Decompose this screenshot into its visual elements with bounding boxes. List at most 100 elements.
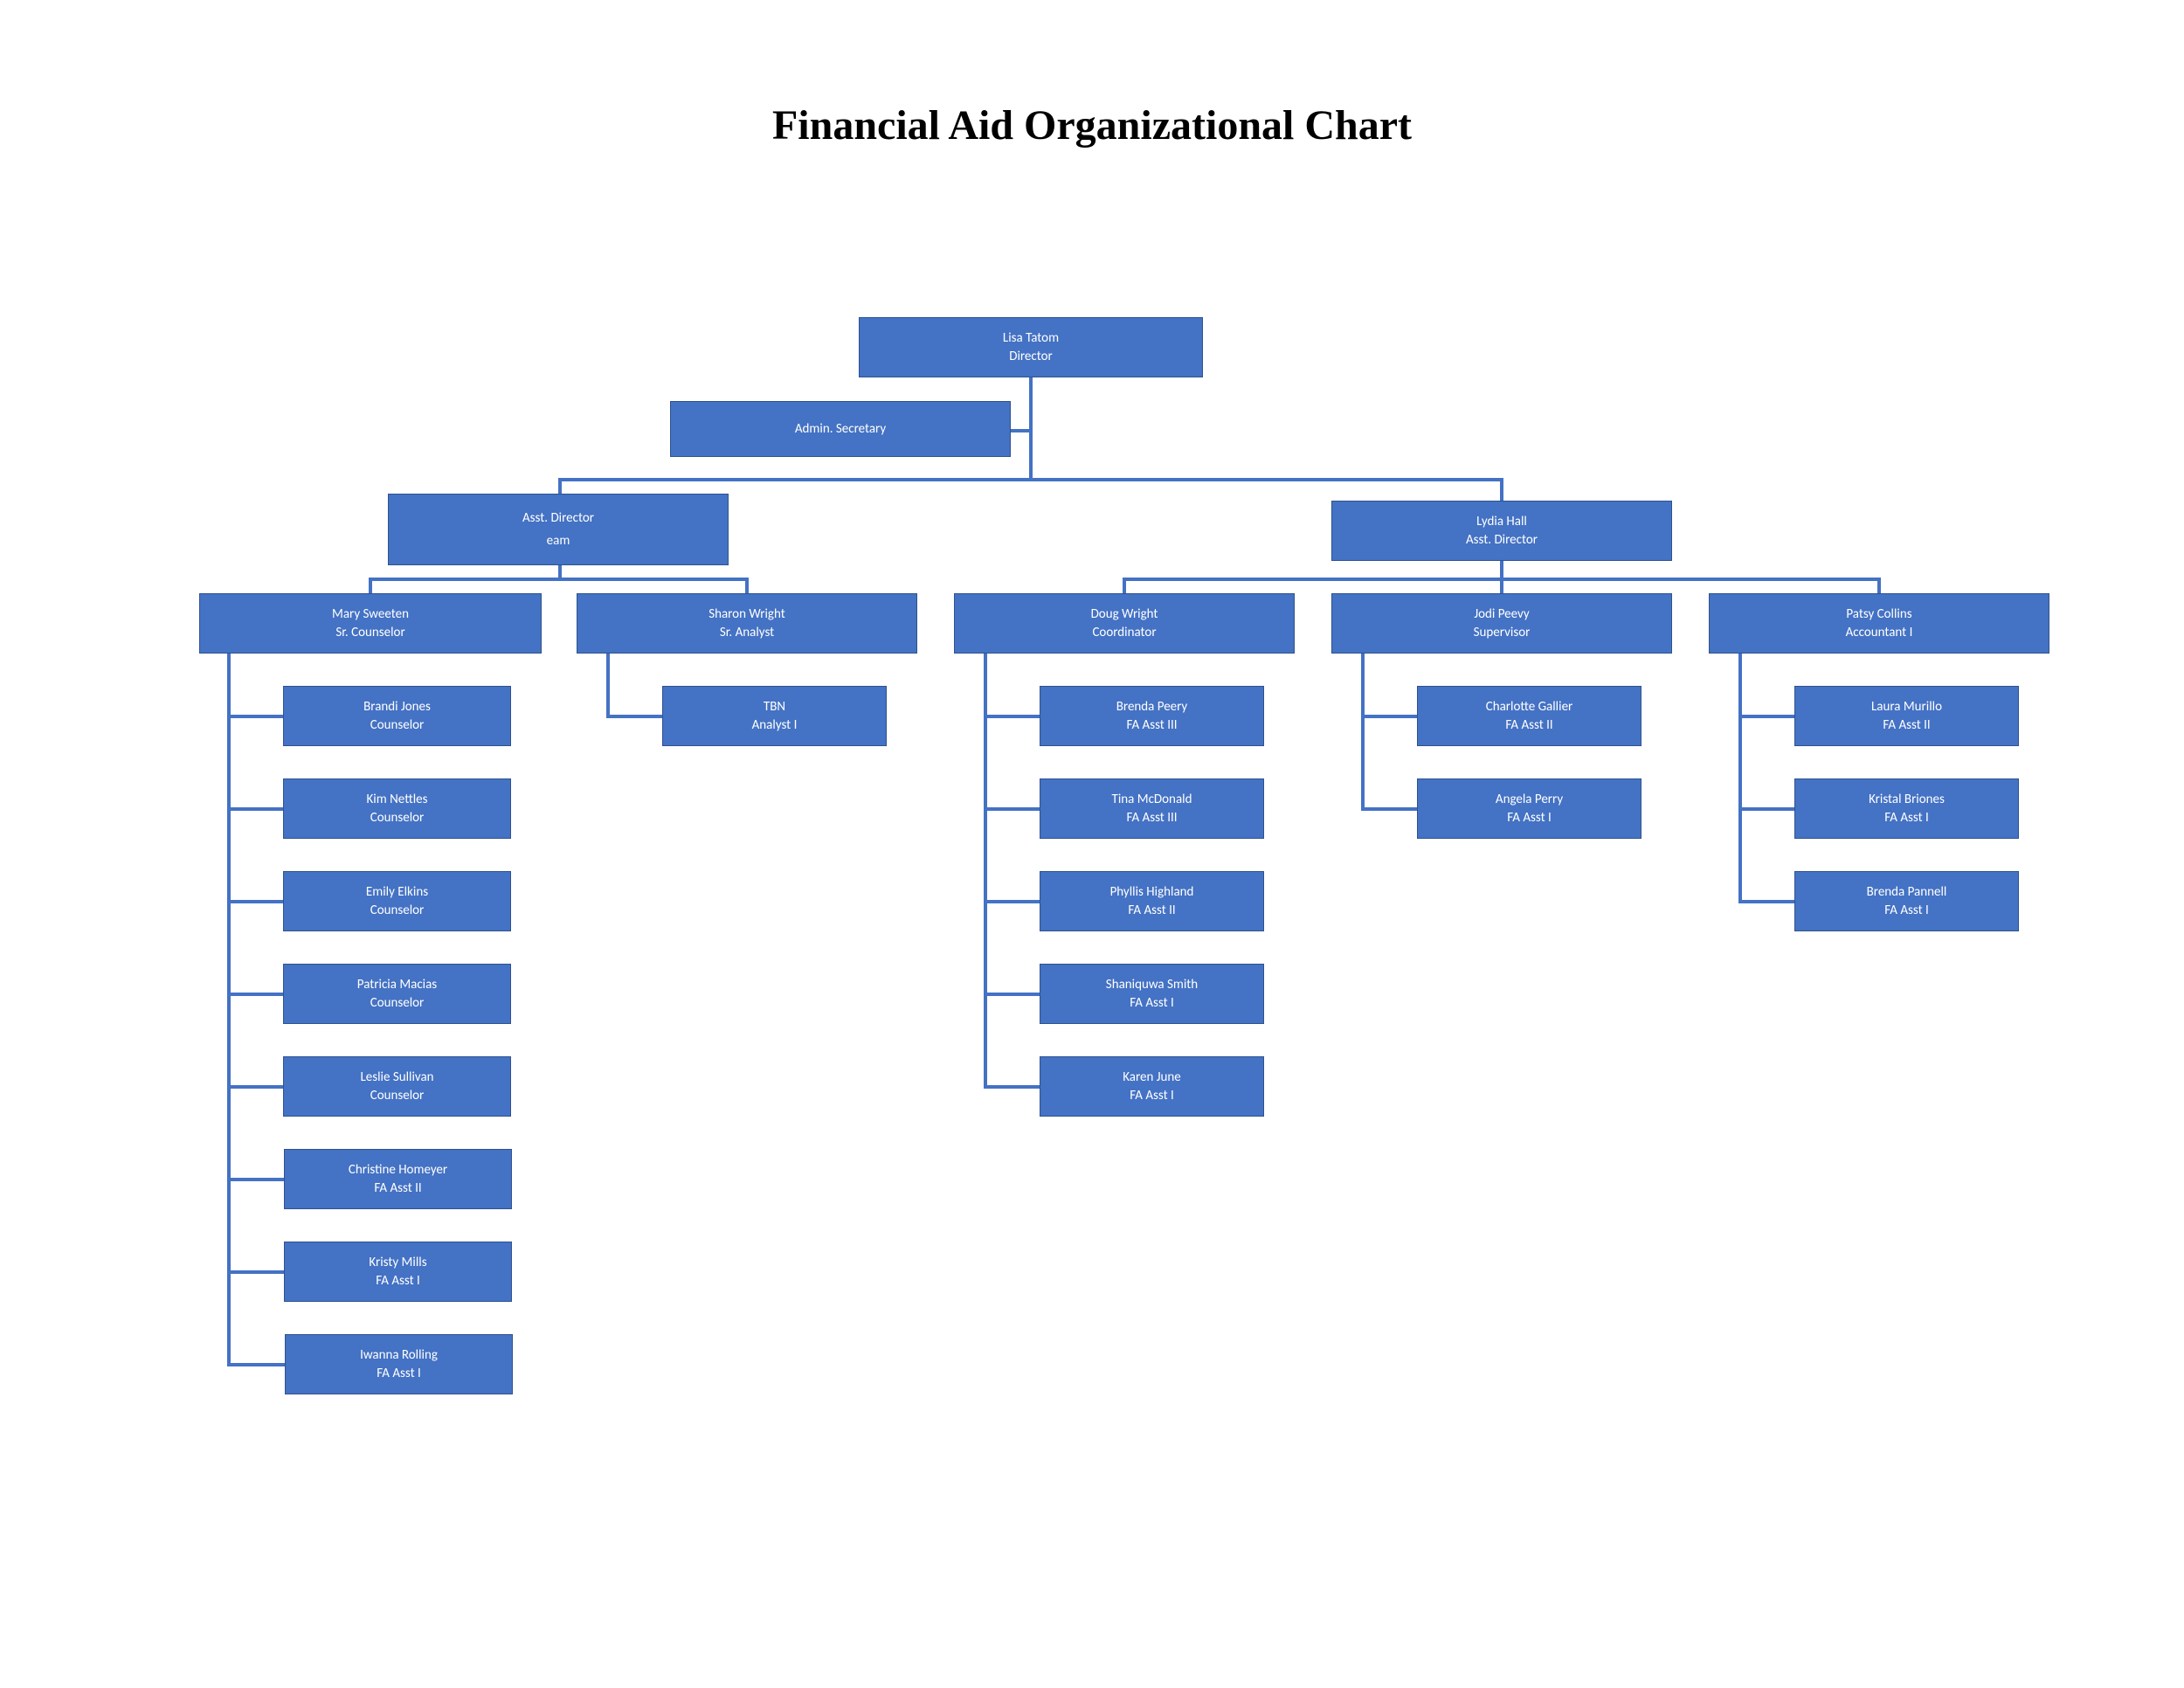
- org-node-name: Patricia Macias: [357, 976, 437, 993]
- connector: [984, 654, 987, 1089]
- org-node-asst_dir_r: Lydia HallAsst. Director: [1331, 501, 1672, 561]
- org-node-role: Accountant I: [1846, 624, 1913, 641]
- org-node-role-extra: eam: [547, 532, 570, 550]
- org-node-name: Doug Wright: [1091, 605, 1158, 623]
- org-node-role: FA Asst I: [1507, 809, 1552, 827]
- org-node-name: Karen June: [1123, 1069, 1181, 1086]
- org-node-asst_dir_l: Asst. Directoream: [388, 494, 729, 565]
- connector: [369, 578, 372, 593]
- org-node-briones: Kristal BrionesFA Asst I: [1794, 778, 2019, 839]
- connector: [1738, 807, 1794, 811]
- org-node-role: Supervisor: [1474, 624, 1531, 641]
- org-node-sweeten: Mary SweetenSr. Counselor: [199, 593, 542, 654]
- org-node-role: Asst. Director: [1466, 531, 1538, 549]
- org-node-role: FA Asst II: [374, 1180, 421, 1197]
- org-node-mcdonald: Tina McDonaldFA Asst III: [1040, 778, 1264, 839]
- org-node-role: Analyst I: [752, 716, 798, 734]
- org-node-name: Laura Murillo: [1871, 698, 1942, 716]
- org-node-highland: Phyllis HighlandFA Asst II: [1040, 871, 1264, 931]
- connector: [227, 1363, 285, 1366]
- connector: [1500, 561, 1503, 578]
- org-node-role: FA Asst I: [377, 1365, 421, 1382]
- org-node-name: Brenda Peery: [1116, 698, 1187, 716]
- org-node-role: Sr. Counselor: [335, 624, 404, 641]
- connector: [1361, 807, 1417, 811]
- org-node-role: FA Asst I: [1884, 809, 1929, 827]
- connector: [1029, 377, 1033, 478]
- org-node-role: Director: [1009, 348, 1053, 365]
- org-node-sullivan: Leslie SullivanCounselor: [283, 1056, 511, 1117]
- chart-title: Financial Aid Organizational Chart: [0, 101, 2184, 149]
- org-node-name: Kristal Briones: [1869, 791, 1945, 808]
- org-node-peery: Brenda PeeryFA Asst III: [1040, 686, 1264, 746]
- org-node-name: TBN: [764, 698, 785, 716]
- org-chart-canvas: Financial Aid Organizational Chart Lisa …: [0, 0, 2184, 1688]
- org-node-homeyer: Christine HomeyerFA Asst II: [284, 1149, 512, 1209]
- connector: [227, 1270, 284, 1274]
- org-node-role: FA Asst II: [1505, 716, 1552, 734]
- org-node-macias: Patricia MaciasCounselor: [283, 964, 511, 1024]
- connector: [984, 807, 1040, 811]
- org-node-role: Counselor: [370, 902, 425, 919]
- connector: [558, 478, 562, 494]
- org-node-mills: Kristy MillsFA Asst I: [284, 1242, 512, 1302]
- org-node-name: Charlotte Gallier: [1486, 698, 1573, 716]
- connector: [558, 565, 562, 578]
- connector: [745, 578, 749, 593]
- org-node-name: Lydia Hall: [1476, 513, 1527, 530]
- org-node-role: FA Asst III: [1126, 716, 1177, 734]
- org-node-name: Lisa Tatom: [1003, 329, 1059, 347]
- connector: [1361, 654, 1365, 811]
- org-node-name: Iwanna Rolling: [360, 1346, 438, 1364]
- connector: [1738, 715, 1794, 718]
- org-node-name: Christine Homeyer: [349, 1161, 447, 1179]
- org-node-name: Angela Perry: [1496, 791, 1563, 808]
- org-node-d_wright: Doug WrightCoordinator: [954, 593, 1295, 654]
- connector: [984, 715, 1040, 718]
- connector: [227, 993, 283, 996]
- org-node-june: Karen JuneFA Asst I: [1040, 1056, 1264, 1117]
- connector: [984, 1085, 1040, 1089]
- org-node-role: Admin. Secretary: [795, 420, 886, 438]
- connector: [1738, 900, 1794, 903]
- org-node-role: Counselor: [370, 994, 425, 1012]
- connector: [1738, 654, 1742, 903]
- connector: [984, 993, 1040, 996]
- org-node-admin_sec: Admin. Secretary: [670, 401, 1011, 457]
- connector: [227, 715, 283, 718]
- connector: [1361, 715, 1417, 718]
- org-node-name: Shaniquwa Smith: [1106, 976, 1198, 993]
- connector: [558, 478, 1502, 481]
- org-node-pannell: Brenda PannellFA Asst I: [1794, 871, 2019, 931]
- connector: [984, 900, 1040, 903]
- org-node-role: FA Asst I: [1130, 994, 1174, 1012]
- org-node-role: Counselor: [370, 716, 425, 734]
- org-node-name: Leslie Sullivan: [360, 1069, 433, 1086]
- org-node-name: Sharon Wright: [708, 605, 785, 623]
- org-node-perry: Angela PerryFA Asst I: [1417, 778, 1641, 839]
- org-node-peevy: Jodi PeevySupervisor: [1331, 593, 1672, 654]
- org-node-role: FA Asst I: [376, 1272, 420, 1290]
- connector: [606, 654, 610, 718]
- connector: [369, 578, 749, 581]
- connector: [606, 715, 662, 718]
- org-node-name: Emily Elkins: [366, 883, 428, 901]
- org-node-elkins: Emily ElkinsCounselor: [283, 871, 511, 931]
- org-node-name: Brandi Jones: [363, 698, 431, 716]
- org-node-role: FA Asst I: [1884, 902, 1929, 919]
- org-node-collins: Patsy CollinsAccountant I: [1709, 593, 2049, 654]
- org-node-name: Phyllis Highland: [1110, 883, 1194, 901]
- org-node-role: Coordinator: [1092, 624, 1156, 641]
- org-node-role: FA Asst II: [1883, 716, 1930, 734]
- connector: [227, 1085, 283, 1089]
- org-node-name: Kristy Mills: [369, 1254, 426, 1271]
- org-node-name: Brenda Pannell: [1867, 883, 1947, 901]
- org-node-role: Counselor: [370, 1087, 425, 1104]
- org-node-name: Patsy Collins: [1846, 605, 1911, 623]
- connector: [227, 1178, 284, 1181]
- connector: [227, 900, 283, 903]
- connector: [1877, 578, 1881, 593]
- org-node-director: Lisa TatomDirector: [859, 317, 1203, 377]
- connector: [227, 654, 231, 1366]
- connector: [227, 807, 283, 811]
